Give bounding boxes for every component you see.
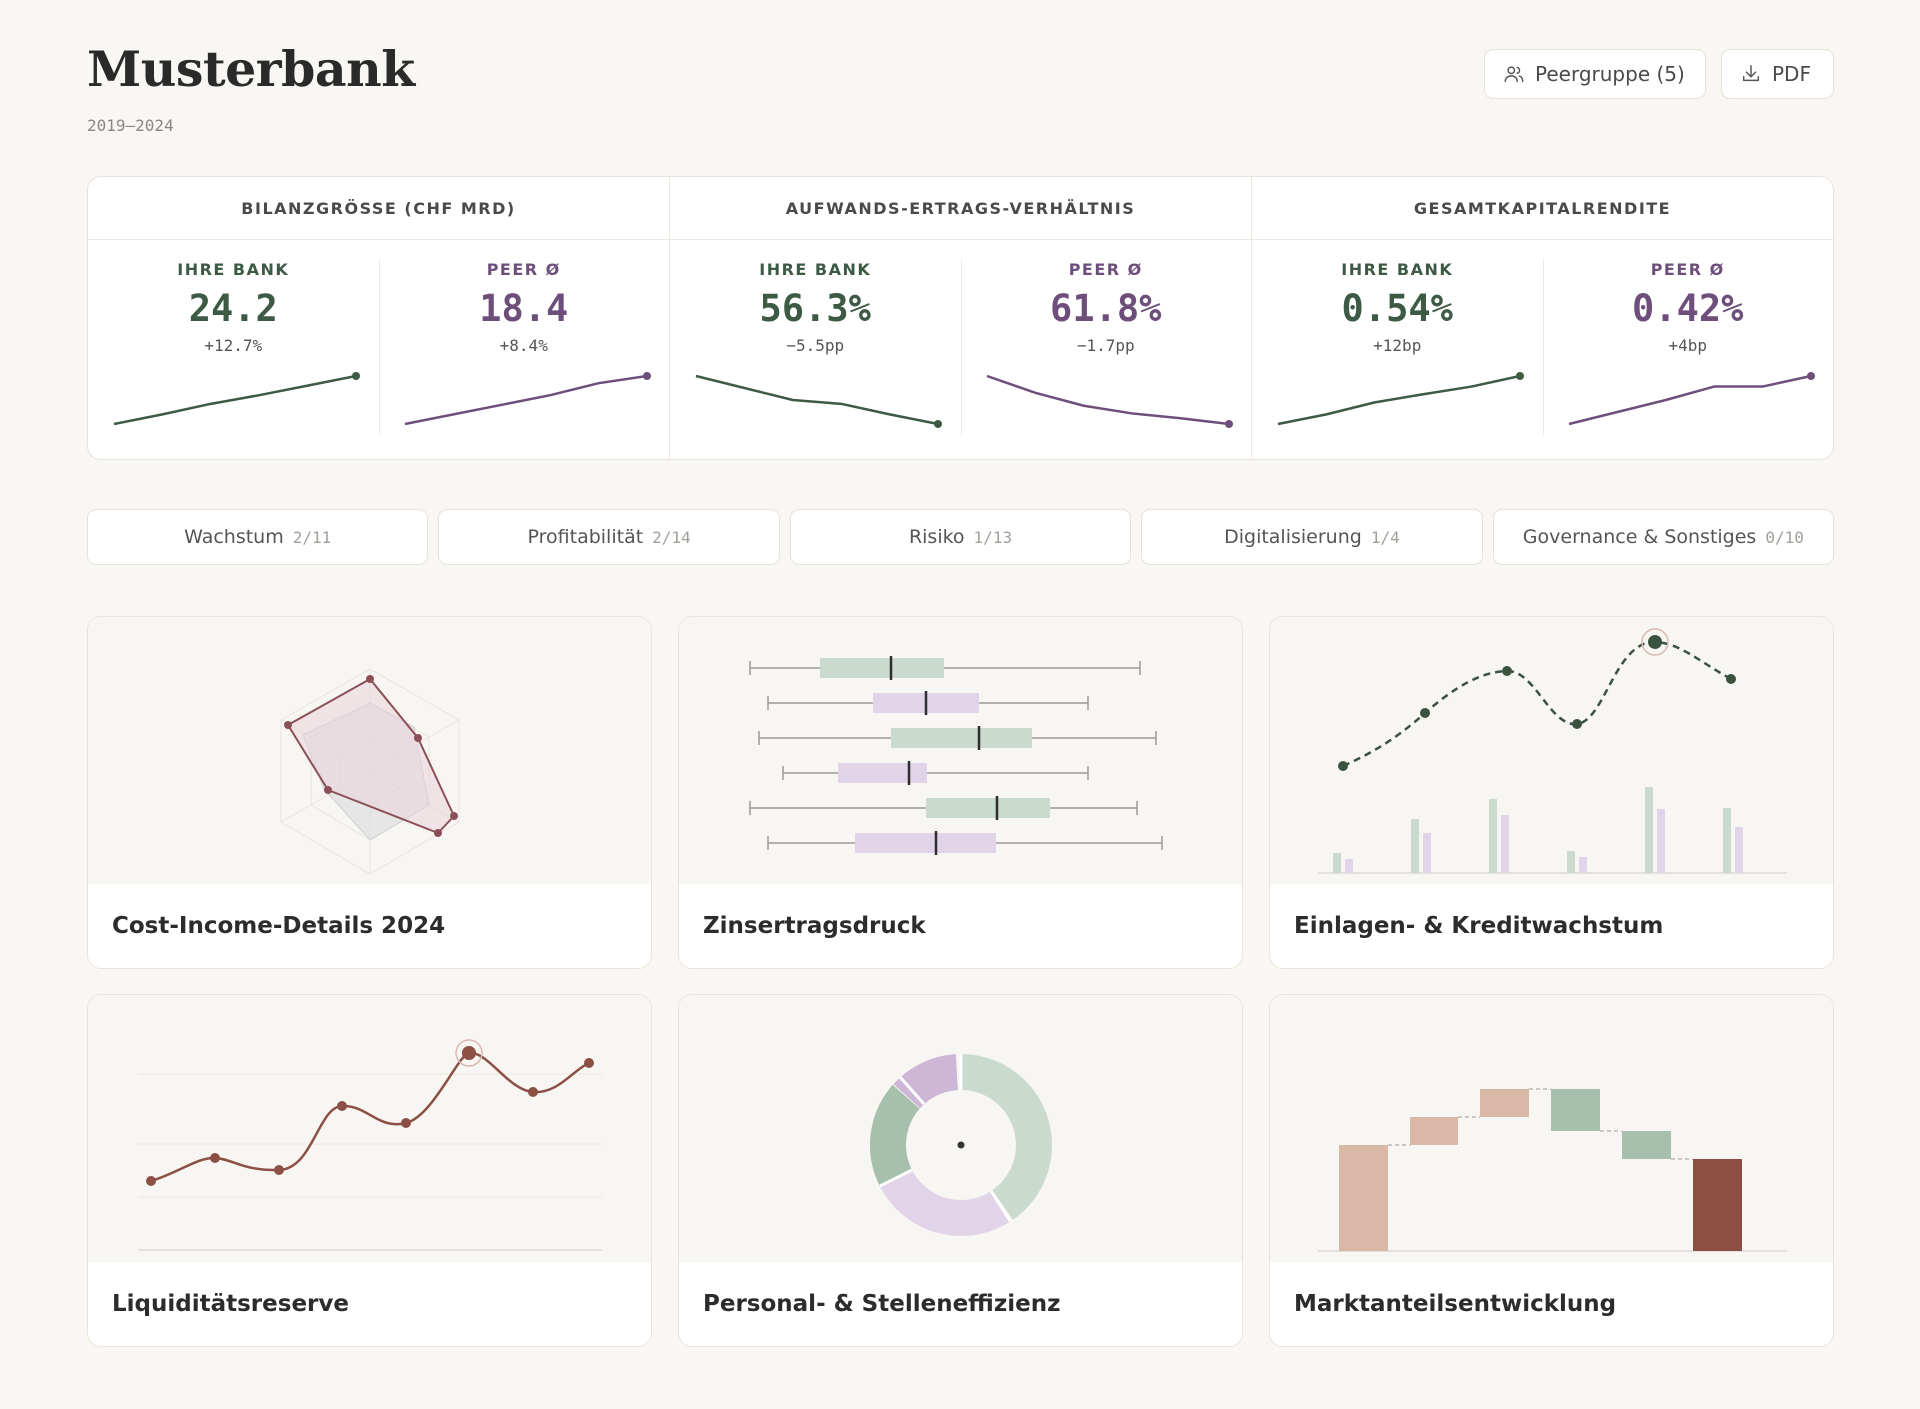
sparkline-endpoint <box>642 372 651 380</box>
kpi-label: IHRE BANK <box>177 260 290 279</box>
card-title: Einlagen- & Kreditwachstum <box>1294 913 1664 939</box>
kpi-group-title: AUFWANDS-ERTRAGS-VERHÄLTNIS <box>670 177 1251 240</box>
kpi-group-title: GESAMTKAPITALRENDITE <box>1252 177 1833 240</box>
tab-label: Digitalisierung <box>1224 526 1362 548</box>
card-personal-stelleneffizienz[interactable]: Personal- & Stelleneffizienz <box>678 994 1243 1347</box>
sparkline-endpoint <box>352 372 360 380</box>
kpi-group-balance-sheet: BILANZGRÖSSE (CHF MRD) IHRE BANK 24.2 +1… <box>88 177 670 459</box>
card-title: Liquiditätsreserve <box>112 1291 349 1317</box>
kpi-peer: PEER Ø 18.4 +8.4% <box>378 240 670 459</box>
boxplot-thumbnail <box>679 617 1242 884</box>
card-liquiditaetsreserve[interactable]: Liquiditätsreserve <box>87 994 652 1347</box>
tab-count: 2/11 <box>292 527 332 547</box>
kpi-value: 18.4 <box>479 287 569 330</box>
donut-chart-thumbnail <box>679 995 1242 1262</box>
sparkline <box>986 374 1233 428</box>
kpi-peer: PEER Ø 0.42% +4bp <box>1542 240 1834 459</box>
tab-label: Governance & Sonstiges <box>1522 526 1757 548</box>
pdf-label: PDF <box>1772 62 1811 86</box>
sparkline-endpoint <box>1516 372 1524 380</box>
card-title: Zinsertragsdruck <box>703 913 926 939</box>
kpi-panel: BILANZGRÖSSE (CHF MRD) IHRE BANK 24.2 +1… <box>87 176 1834 460</box>
kpi-value: 0.42% <box>1632 287 1744 330</box>
sparkline-path <box>695 374 939 426</box>
download-icon <box>1740 63 1762 85</box>
card-title: Personal- & Stelleneffizienz <box>703 1291 1061 1317</box>
kpi-bank: IHRE BANK 56.3% −5.5pp <box>670 240 961 459</box>
sparkline <box>1277 372 1524 426</box>
kpi-delta: +4bp <box>1668 336 1708 355</box>
tab-wachstum[interactable]: Wachstum 2/11 <box>87 509 429 565</box>
tab-count: 0/10 <box>1765 527 1804 547</box>
kpi-label: PEER Ø <box>1068 260 1143 279</box>
sparkline-endpoint <box>1224 420 1233 428</box>
kpi-delta: −1.7pp <box>1076 336 1135 355</box>
kpi-label: IHRE BANK <box>759 260 872 279</box>
sparkline-endpoint <box>1806 372 1815 380</box>
tab-governance[interactable]: Governance & Sonstiges 0/10 <box>1492 509 1835 565</box>
kpi-delta: +12bp <box>1373 336 1422 355</box>
users-icon <box>1503 63 1525 85</box>
page-title: Musterbank <box>87 40 415 98</box>
kpi-value: 56.3% <box>759 287 871 330</box>
tab-count: 2/14 <box>652 527 691 547</box>
kpi-peer: PEER Ø 61.8% −1.7pp <box>960 240 1252 459</box>
kpi-label: PEER Ø <box>486 260 561 279</box>
sparkline <box>113 372 360 426</box>
period-label: 2019–2024 <box>87 116 174 135</box>
tab-profitabilitaet[interactable]: Profitabilität 2/14 <box>438 509 780 565</box>
sparkline-path <box>986 374 1229 426</box>
sparkline <box>404 372 651 426</box>
kpi-delta: +8.4% <box>499 336 548 355</box>
sparkline-path <box>1277 374 1521 426</box>
kpi-group-title: BILANZGRÖSSE (CHF MRD) <box>88 177 669 240</box>
sparkline-path <box>404 374 647 426</box>
pdf-export-button[interactable]: PDF <box>1721 49 1834 99</box>
tab-label: Risiko <box>908 526 965 548</box>
kpi-bank: IHRE BANK 24.2 +12.7% <box>88 240 379 459</box>
kpi-value: 24.2 <box>188 287 278 330</box>
card-einlagen-kreditwachstum[interactable]: Einlagen- & Kreditwachstum <box>1269 616 1834 969</box>
radar-chart-thumbnail <box>88 617 651 884</box>
kpi-label: PEER Ø <box>1650 260 1725 279</box>
sparkline <box>695 374 942 428</box>
kpi-group-cost-income: AUFWANDS-ERTRAGS-VERHÄLTNIS IHRE BANK 56… <box>670 177 1252 459</box>
sparkline-endpoint <box>934 420 942 428</box>
tab-count: 1/13 <box>973 527 1013 547</box>
peer-group-button[interactable]: Peergruppe (5) <box>1484 49 1706 99</box>
tab-count: 1/4 <box>1370 527 1400 547</box>
kpi-label: IHRE BANK <box>1341 260 1454 279</box>
waterfall-chart-thumbnail <box>1270 995 1833 1262</box>
category-tabs: Wachstum 2/11 Profitabilität 2/14 Risiko… <box>87 509 1835 565</box>
kpi-value: 61.8% <box>1050 287 1162 330</box>
tab-label: Profitabilität <box>527 526 644 548</box>
line-bar-thumbnail <box>1270 617 1833 884</box>
tab-label: Wachstum <box>184 526 284 548</box>
card-title: Marktanteilsentwicklung <box>1294 1291 1617 1317</box>
sparkline-path <box>113 374 357 426</box>
kpi-delta: −5.5pp <box>786 336 845 355</box>
card-cost-income-details[interactable]: Cost-Income-Details 2024 <box>87 616 652 969</box>
kpi-delta: +12.7% <box>204 336 263 355</box>
tab-risiko[interactable]: Risiko 1/13 <box>789 509 1132 565</box>
card-marktanteilsentwicklung[interactable]: Marktanteilsentwicklung <box>1269 994 1834 1347</box>
sparkline <box>1568 372 1815 426</box>
line-chart-thumbnail <box>88 995 651 1262</box>
sparkline-path <box>1568 374 1811 426</box>
kpi-group-roa: GESAMTKAPITALRENDITE IHRE BANK 0.54% +12… <box>1252 177 1833 459</box>
peer-group-label: Peergruppe (5) <box>1535 62 1685 86</box>
card-title: Cost-Income-Details 2024 <box>112 913 446 939</box>
kpi-value: 0.54% <box>1341 287 1453 330</box>
kpi-bank: IHRE BANK 0.54% +12bp <box>1252 240 1543 459</box>
card-zinsertragsdruck[interactable]: Zinsertragsdruck <box>678 616 1243 969</box>
tab-digitalisierung[interactable]: Digitalisierung 1/4 <box>1141 509 1483 565</box>
